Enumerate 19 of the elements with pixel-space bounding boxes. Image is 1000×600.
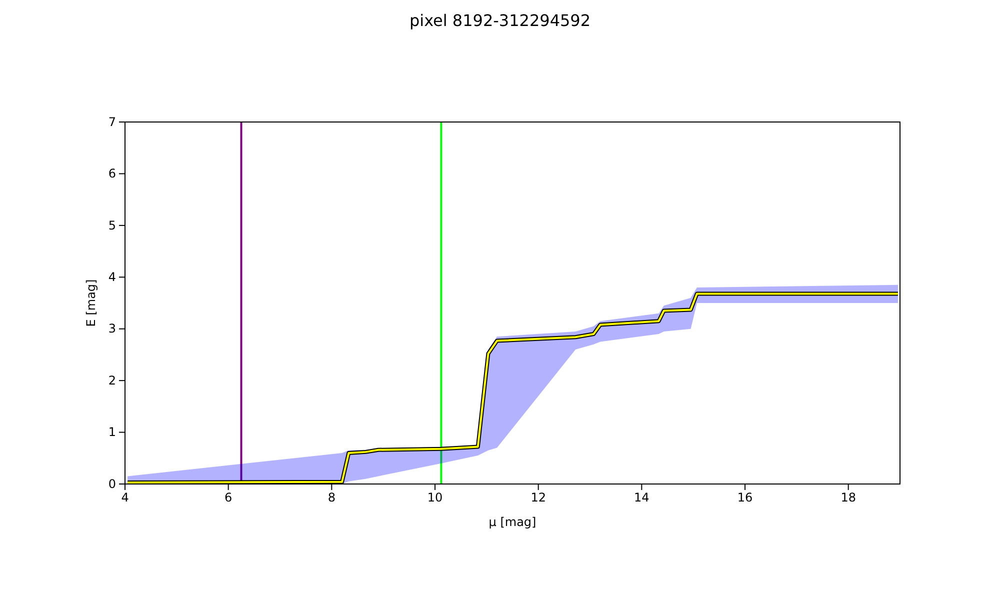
x-tick-label: 18: [840, 490, 856, 505]
x-tick-label: 10: [427, 490, 443, 505]
x-tick-label: 8: [328, 490, 336, 505]
y-tick-label: 0: [108, 476, 116, 491]
y-tick-label: 7: [108, 114, 116, 129]
y-tick-label: 4: [108, 270, 116, 284]
y-tick-label: 6: [108, 166, 116, 181]
x-tick-label: 14: [634, 490, 650, 505]
x-tick-label: 6: [224, 490, 232, 505]
y-axis-title: E [mag]: [84, 279, 98, 327]
y-tick-label: 5: [108, 218, 116, 232]
x-tick-label: 4: [121, 490, 129, 505]
chart-title: pixel 8192-312294592: [409, 11, 591, 30]
x-tick-label: 12: [530, 490, 546, 505]
y-tick-label: 2: [108, 373, 116, 388]
x-tick-label: 16: [737, 490, 753, 505]
y-tick-label: 1: [108, 425, 116, 440]
y-tick-label: 3: [108, 322, 116, 336]
x-axis-title: μ [mag]: [488, 515, 536, 529]
